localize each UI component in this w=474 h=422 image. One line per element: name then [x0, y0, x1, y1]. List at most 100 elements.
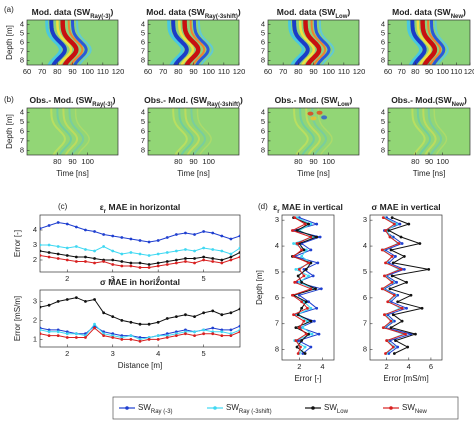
panel: 2 4 6 3 4 5 6 7 8 σ MAE in vertical Error [mS/m]	[363, 202, 443, 383]
x-tick-label: 2	[297, 362, 301, 371]
y-tick-label: 5	[261, 28, 265, 37]
series-marker	[300, 306, 304, 310]
series-marker	[165, 263, 169, 266]
series-marker	[295, 345, 299, 349]
y-axis-label: Depth [m]	[255, 270, 264, 305]
x-axis-label: Distance [m]	[118, 361, 162, 370]
text-part: SW	[226, 403, 239, 412]
series-marker	[202, 230, 206, 233]
series-marker	[396, 300, 400, 304]
residual-spot	[316, 110, 323, 115]
series-marker	[297, 267, 301, 271]
series-marker	[391, 345, 395, 349]
series-marker	[65, 258, 69, 262]
y-axis-label: Error [-]	[13, 230, 22, 257]
legend-label: SWRay (-3)	[138, 403, 173, 414]
y-tick-label: 4	[381, 108, 385, 117]
x-tick-label: 3	[111, 274, 115, 283]
panel: 2 3 4 5 2 3 4 εr MAE in horizontal (c) Error [-]	[13, 202, 241, 283]
series-marker	[193, 334, 196, 337]
series-line	[383, 217, 413, 354]
series-marker	[165, 317, 169, 320]
series-marker	[47, 303, 51, 307]
y-tick-label: 5	[275, 267, 279, 276]
y-tick-label: 2	[33, 255, 37, 264]
x-tick-label: 80	[294, 67, 302, 76]
series-marker	[84, 228, 87, 232]
y-tick-label: 4	[261, 19, 265, 28]
series-marker	[156, 261, 160, 265]
series-marker	[102, 260, 106, 263]
series-marker	[65, 254, 69, 257]
y-tick-label: 5	[381, 117, 385, 126]
series-marker	[315, 222, 319, 226]
series-marker	[238, 307, 240, 311]
x-tick-label: 100	[81, 67, 94, 76]
y-tick-label: 7	[275, 319, 279, 328]
series-marker	[400, 319, 404, 323]
wave-band	[299, 108, 315, 155]
wave-band	[305, 108, 321, 155]
wave-band	[167, 20, 184, 65]
text-part: Obs.- Mod. (SW	[144, 95, 208, 105]
series-marker	[309, 319, 313, 323]
series-marker	[111, 258, 115, 262]
series-marker	[74, 255, 78, 259]
series-marker	[211, 248, 215, 251]
wave-band	[184, 108, 201, 155]
wave-band	[433, 108, 448, 155]
x-tick-label: 80	[174, 157, 182, 166]
series-marker	[84, 260, 87, 263]
plot-frame	[39, 289, 241, 348]
text-part: New	[451, 14, 464, 20]
series-marker	[193, 261, 196, 265]
text-part: σ MAE in horizontal	[100, 277, 180, 287]
legend-box	[112, 396, 459, 420]
series-marker	[391, 261, 395, 265]
series-marker	[156, 252, 160, 256]
x-tick-label: 2	[65, 349, 69, 358]
plot-frame	[281, 214, 335, 361]
wave-band	[198, 20, 214, 65]
series-marker	[47, 255, 51, 259]
y-tick-label: 3	[275, 215, 279, 224]
series-marker	[40, 243, 42, 247]
y-tick-label: 8	[141, 55, 145, 64]
y-tick-label: 8	[20, 55, 24, 64]
heatmap-pattern	[288, 20, 335, 65]
wave-band	[171, 20, 189, 65]
x-tick-label: 70	[279, 67, 287, 76]
series-marker	[47, 330, 51, 334]
series-marker	[111, 336, 115, 339]
y-tick-label: 5	[363, 267, 367, 276]
wave-band	[293, 108, 309, 155]
y-tick-label: 5	[20, 28, 24, 37]
series-marker	[147, 254, 151, 257]
x-tick-label: 80	[411, 157, 419, 166]
x-tick-label: 90	[309, 157, 317, 166]
wave-band	[189, 20, 206, 65]
panel-title: σ MAE in horizontal	[100, 277, 180, 287]
heatmap-pattern	[293, 108, 333, 155]
series-marker	[93, 261, 96, 265]
residual-spot	[321, 115, 328, 120]
series-marker	[315, 306, 319, 310]
series-marker	[238, 324, 240, 328]
heatmap-pattern	[411, 108, 448, 155]
series-marker	[220, 261, 224, 265]
y-tick-label: 6	[20, 37, 24, 46]
x-axis-label: Error [mS/m]	[383, 374, 428, 383]
text-part: SW	[402, 403, 415, 412]
series-marker	[147, 266, 151, 269]
series-marker	[40, 305, 42, 309]
series-marker	[220, 249, 224, 253]
series-marker	[40, 227, 42, 230]
series-marker	[380, 287, 384, 291]
series-marker	[211, 309, 215, 313]
series-marker	[238, 234, 240, 238]
series-marker	[102, 233, 106, 236]
panel-title: Mod. data (SWRay(-3))	[32, 7, 114, 19]
panel-title: εr MAE in horizontal	[100, 202, 181, 214]
series-marker	[220, 234, 224, 238]
